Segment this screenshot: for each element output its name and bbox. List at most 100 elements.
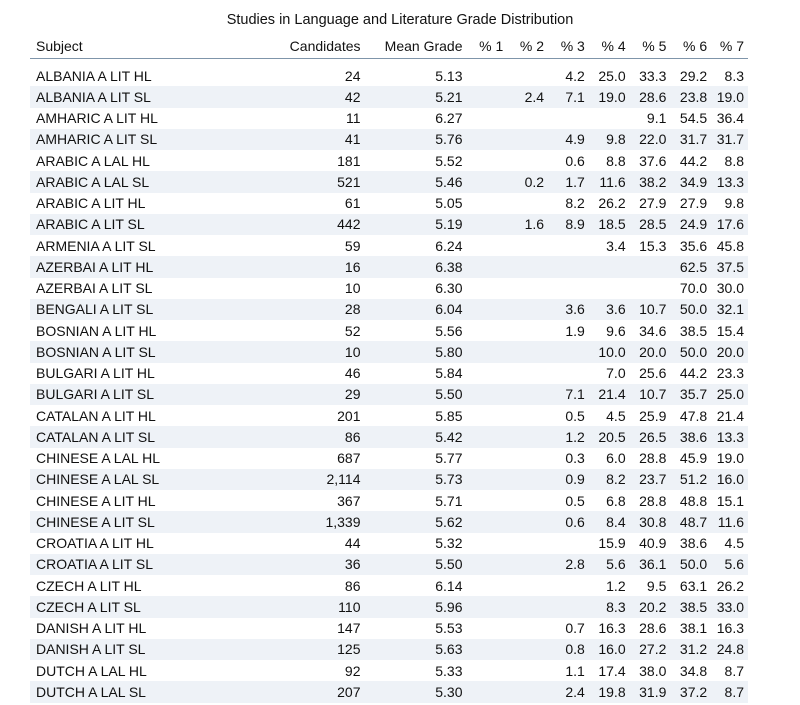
- table-row: CROATIA A LIT SL 36 5.50 2.8 5.6 36.1 50.0 5.6: [30, 553, 748, 575]
- pct-4-cell: 20.5: [588, 426, 630, 448]
- pct-1-cell: [466, 490, 507, 511]
- subject-cell: ALBANIA A LIT HL: [36, 67, 152, 84]
- candidates-cell: 1,339: [256, 511, 365, 533]
- candidates-cell: 181: [337, 152, 361, 169]
- candidates-cell: 110: [256, 596, 365, 618]
- pct-1-cell: [466, 426, 508, 448]
- column-header-pct-3: % 3: [548, 34, 589, 59]
- table-row: CHINESE A LIT HL 367 5.71 0.5 6.8 28.8 48.8 15.…: [30, 490, 748, 511]
- pct-7-cell: 8.8: [724, 152, 744, 169]
- pct-5-cell: 28.8: [639, 492, 667, 509]
- pct-4-cell: 18.5: [588, 213, 630, 235]
- column-header-mean-grade: Mean Grade: [364, 34, 467, 59]
- table-row: ALBANIA A LIT SL 42 5.21 2.4 7.1 19.0 28.6 23.8…: [30, 86, 748, 108]
- subject-cell: AZERBAI A LIT SL: [36, 280, 153, 297]
- subject-cell: DUTCH A LAL SL: [30, 681, 257, 703]
- header-row: Subject Candidates Mean Grade % 1 % 2 % …: [30, 34, 748, 59]
- pct-3-cell: 8.9: [548, 213, 589, 235]
- pct-1-cell: [466, 171, 508, 193]
- mean-grade-cell: 6.38: [364, 256, 467, 278]
- pct-6-cell: 27.9: [679, 195, 708, 212]
- pct-6-cell: 44.2: [679, 365, 708, 382]
- pct-3-cell: 4.2: [565, 67, 585, 84]
- mean-grade-cell: 5.05: [435, 195, 463, 212]
- table-row: CZECH A LIT SL 110 5.96 8.3 20.2 38.5 33.0: [30, 596, 748, 618]
- pct-7-cell: 9.8: [724, 195, 744, 212]
- candidates-cell: 86: [344, 577, 361, 594]
- pct-6-cell: 48.8: [679, 492, 708, 509]
- column-header-candidates: Candidates: [256, 34, 365, 59]
- mean-grade-cell: 5.50: [364, 383, 467, 405]
- pct-7-cell: 8.7: [711, 681, 748, 703]
- pct-6-cell: 31.2: [670, 638, 712, 660]
- pct-2-cell: [507, 448, 548, 469]
- mean-grade-cell: 5.63: [364, 638, 467, 660]
- pct-6-cell: 50.0: [670, 553, 712, 575]
- pct-7-cell: 15.4: [716, 322, 744, 339]
- pct-2-cell: [507, 363, 548, 384]
- pct-3-cell: [548, 278, 589, 299]
- mean-grade-cell: 5.33: [435, 662, 463, 679]
- pct-7-cell: 31.7: [711, 128, 748, 150]
- pct-3-cell: [548, 108, 589, 129]
- candidates-cell: 10: [344, 280, 361, 297]
- pct-6-cell: 50.0: [670, 298, 712, 320]
- pct-4-cell: 17.4: [598, 662, 626, 679]
- subject-cell: CHINESE A LIT HL: [36, 492, 156, 509]
- pct-4-cell: [589, 278, 630, 299]
- subject-cell: ARABIC A LAL HL: [36, 152, 150, 169]
- mean-grade-cell: 5.50: [364, 553, 467, 575]
- pct-2-cell: [507, 490, 548, 511]
- pct-1-cell: [466, 193, 507, 214]
- pct-1-cell: [466, 341, 508, 363]
- pct-4-cell: 25.0: [598, 67, 626, 84]
- pct-5-cell: 25.6: [639, 365, 667, 382]
- subject-cell: CATALAN A LIT HL: [36, 407, 156, 424]
- pct-2-cell: [507, 235, 548, 256]
- pct-5-cell: 31.9: [629, 681, 671, 703]
- table-row: DANISH A LIT HL 147 5.53 0.7 16.3 28.6 38.1 16.…: [30, 618, 748, 639]
- grade-distribution-table: Subject Candidates Mean Grade % 1 % 2 % …: [30, 34, 748, 703]
- candidates-cell: 24: [344, 67, 361, 84]
- pct-3-cell: 0.8: [548, 638, 589, 660]
- pct-3-cell: 1.9: [565, 322, 585, 339]
- pct-5-cell: 27.2: [629, 638, 671, 660]
- subject-cell: CROATIA A LIT SL: [30, 553, 257, 575]
- pct-3-cell: 0.3: [565, 450, 585, 467]
- table-row: CATALAN A LIT HL 201 5.85 0.5 4.5 25.9 47.8 21.…: [30, 405, 748, 426]
- table-row: BOSNIAN A LIT SL 10 5.80 10.0 20.0 50.0 20.0: [30, 341, 748, 363]
- subject-cell: DANISH A LIT HL: [36, 620, 147, 637]
- report-title: Studies in Language and Literature Grade…: [226, 12, 574, 28]
- mean-grade-cell: 6.14: [435, 577, 463, 594]
- table-row: BULGARI A LIT SL 29 5.50 7.1 21.4 10.7 35.7 25.…: [30, 383, 748, 405]
- pct-7-cell: 11.6: [711, 511, 748, 533]
- candidates-cell: 10: [256, 341, 365, 363]
- candidates-cell: 52: [344, 322, 361, 339]
- pct-6-cell: 24.9: [670, 213, 712, 235]
- pct-1-cell: [466, 468, 508, 490]
- table-row: AMHARIC A LIT HL 11 6.27 9.1 54.5 36.4: [30, 108, 748, 129]
- table-row: DANISH A LIT SL 125 5.63 0.8 16.0 27.2 31.2 24.…: [30, 638, 748, 660]
- pct-2-cell: [507, 128, 549, 150]
- subject-cell: CZECH A LIT HL: [36, 577, 142, 594]
- pct-2-cell: [507, 468, 549, 490]
- pct-5-cell: 10.7: [629, 383, 671, 405]
- pct-4-cell: 1.2: [606, 577, 626, 594]
- candidates-cell: 29: [256, 383, 365, 405]
- pct-6-cell: 29.2: [679, 67, 708, 84]
- pct-4-cell: 16.0: [588, 638, 630, 660]
- pct-5-cell: 40.9: [639, 535, 667, 552]
- pct-7-cell: 13.3: [711, 426, 748, 448]
- pct-3-cell: 2.4: [548, 681, 589, 703]
- pct-4-cell: 16.3: [598, 620, 626, 637]
- pct-1-cell: [466, 128, 508, 150]
- pct-2-cell: 0.2: [507, 171, 549, 193]
- pct-4-cell: 3.6: [588, 298, 630, 320]
- column-header-subject: Subject: [30, 34, 257, 59]
- pct-6-cell: 51.2: [670, 468, 712, 490]
- pct-4-cell: 19.8: [588, 681, 630, 703]
- pct-2-cell: [507, 638, 549, 660]
- pct-3-cell: 1.2: [548, 426, 589, 448]
- pct-1-cell: [466, 383, 508, 405]
- candidates-cell: 86: [256, 426, 365, 448]
